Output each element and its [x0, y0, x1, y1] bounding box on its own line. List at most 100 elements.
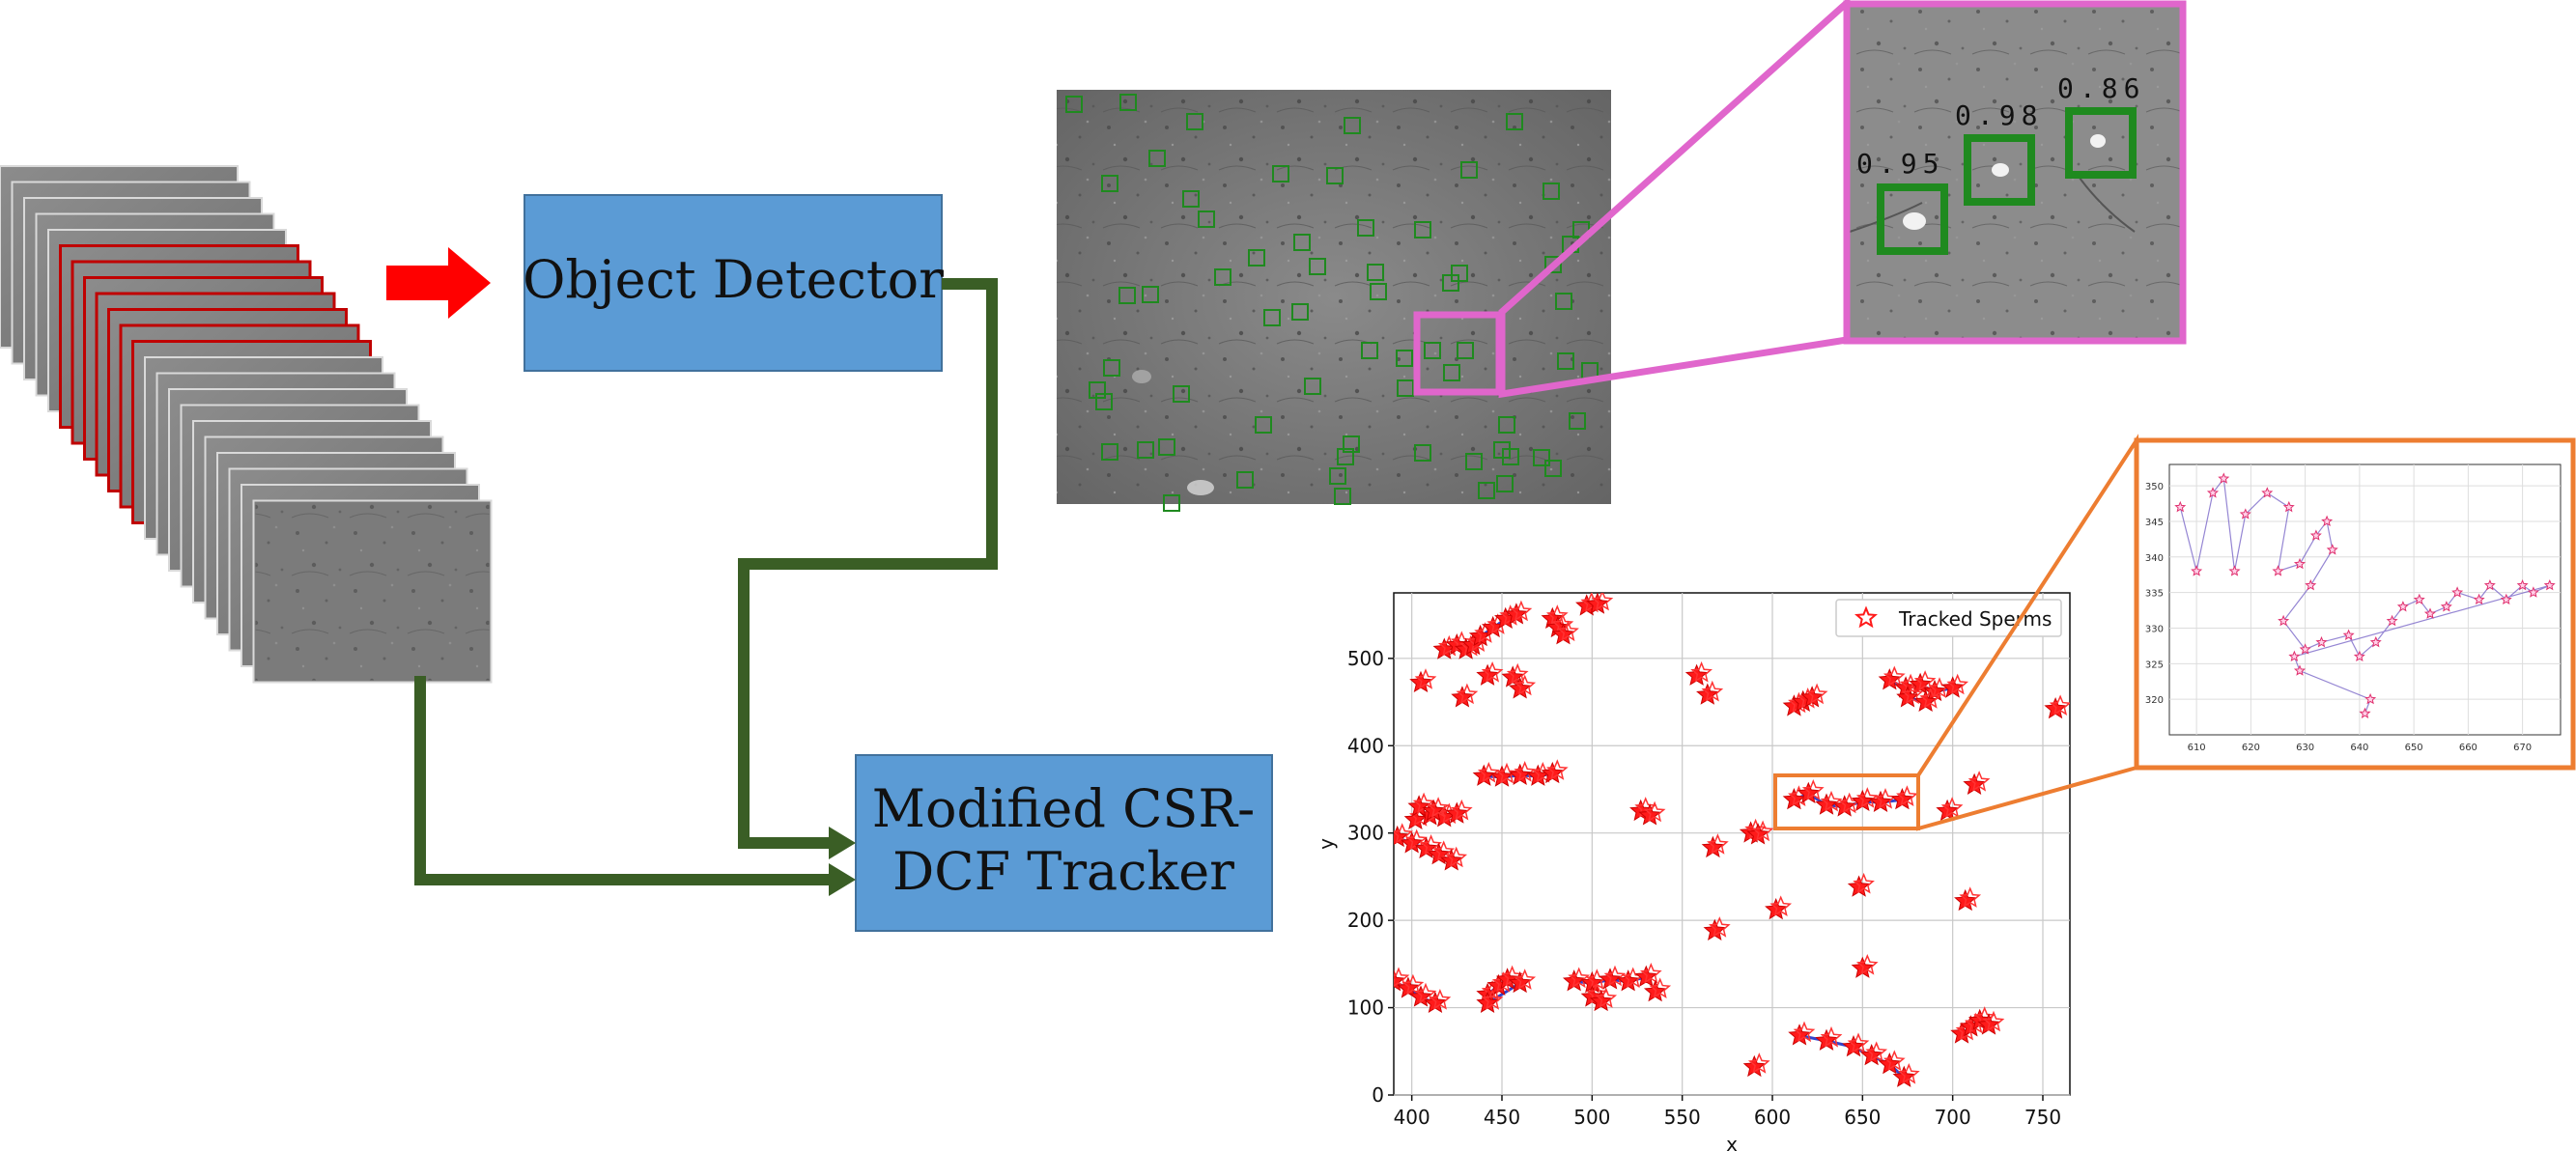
tracked-point [1420, 834, 1442, 856]
y-tick-label: 500 [1347, 647, 1384, 670]
tracked-point [1897, 1062, 1920, 1084]
detection-box [1544, 460, 1562, 477]
inset-y-tick-label: 335 [2145, 589, 2164, 600]
plot-area [1393, 592, 2071, 1096]
detection-box [1367, 264, 1384, 281]
legend: Tracked Sperms [1835, 599, 2062, 637]
tracked-point [1882, 665, 1906, 688]
detection-box [1095, 393, 1113, 410]
x-tick-label: 400 [1394, 1106, 1430, 1129]
tracked-point [1820, 1025, 1843, 1048]
detection-box [1543, 182, 1560, 200]
inset-plot-area [2168, 463, 2562, 736]
detection-box [1158, 438, 1175, 456]
detection-box [1186, 113, 1203, 130]
inset-point [2278, 614, 2290, 627]
tracked-point [1940, 797, 1964, 818]
tracked-point [1747, 1053, 1770, 1074]
inset-point [2342, 629, 2355, 640]
confidence-label-3: 0.86 [2057, 72, 2145, 104]
tracked-point [1639, 962, 1662, 984]
detection-box [1370, 283, 1387, 300]
tracked-point [1405, 828, 1429, 851]
tracked-point [1793, 1021, 1816, 1043]
tracked-point [1445, 846, 1468, 868]
tracked-point [1707, 833, 1729, 855]
inset-point [2483, 579, 2496, 591]
inset-point [2288, 650, 2301, 662]
detection-box [1103, 359, 1120, 377]
inset-point [2206, 487, 2220, 498]
tracked-point [1595, 987, 1618, 1008]
detection-box [1101, 443, 1118, 461]
tracked-point [1568, 967, 1591, 989]
inset-x-tick-label: 670 [2513, 743, 2532, 753]
inset-point [2440, 601, 2452, 612]
detection-frame [1057, 90, 1611, 512]
inset-x-tick-label: 610 [2188, 743, 2206, 753]
tracker-label-line-1: Modified CSR- [872, 778, 1256, 839]
detection-box [1163, 494, 1180, 512]
tracked-point [1643, 800, 1666, 823]
inset-points [2174, 472, 2556, 718]
confidence-label-1: 0.95 [1856, 148, 1944, 180]
tracked-point [1913, 670, 1937, 691]
detection-box [1214, 268, 1231, 286]
zoom-detection-box-3 [2065, 107, 2137, 179]
x-tick-label: 550 [1664, 1106, 1701, 1129]
inset-point [2305, 579, 2317, 591]
inset-point [2218, 472, 2230, 484]
inset-point [2239, 508, 2251, 519]
tracked-point [1510, 600, 1533, 622]
zoom-source-region [1413, 311, 1503, 396]
tracked-point [1769, 895, 1793, 916]
tracked-point [1557, 620, 1579, 642]
tracked-point [1751, 820, 1774, 842]
detection-box [1309, 258, 1326, 275]
inset-x-tick-label: 660 [2459, 743, 2477, 753]
tracked-point [1865, 1041, 1888, 1062]
frames-connector-arrowhead [829, 863, 856, 896]
inset-y-tick-label: 325 [2145, 660, 2164, 670]
tracked-point [1414, 668, 1437, 689]
zoomed-view-frame [1843, 0, 2187, 345]
y-axis-label: y [1315, 838, 1338, 850]
inset-y-tick-label: 330 [2145, 624, 2164, 634]
inset-point [2261, 487, 2274, 498]
tracked-point [1853, 872, 1875, 894]
y-tick-label: 0 [1372, 1083, 1384, 1107]
inset-y-tick-label: 350 [2145, 482, 2164, 492]
x-tick-label: 650 [1844, 1106, 1881, 1129]
inset-x-tick-label: 650 [2405, 743, 2423, 753]
tracked-point [1649, 977, 1672, 998]
tracked-point [1603, 965, 1627, 987]
detection-box [1555, 293, 1572, 310]
x-axis-label: x [1726, 1133, 1738, 1151]
detection-box [1533, 449, 1550, 466]
detection-box [1173, 385, 1190, 403]
detection-box [1397, 379, 1414, 397]
inset-point [2282, 500, 2295, 513]
tracked-point [1946, 673, 1969, 695]
tracked-point [1432, 840, 1456, 861]
inset-point [2396, 601, 2409, 612]
zoom-detection-box-2 [1964, 134, 2035, 206]
tracked-point [1506, 662, 1529, 685]
x-tick-label: 600 [1754, 1106, 1791, 1129]
tracked-point [1591, 593, 1614, 611]
inset-y-tick-label: 340 [2145, 553, 2164, 564]
inset-point [2299, 643, 2311, 655]
y-tick-label: 400 [1347, 734, 1384, 757]
input-arrow [386, 247, 491, 319]
confidence-label-2: 0.98 [1955, 99, 2043, 131]
tracked-point [1514, 969, 1537, 990]
x-tick-label: 750 [2024, 1106, 2061, 1129]
inset-x-tick-label: 640 [2350, 743, 2368, 753]
inset-point [2473, 593, 2485, 605]
connectors [414, 278, 998, 885]
detection-box [1065, 96, 1083, 113]
y-tick-label: 200 [1347, 909, 1384, 932]
detection-box [1272, 165, 1289, 182]
inset-point [2369, 635, 2382, 648]
